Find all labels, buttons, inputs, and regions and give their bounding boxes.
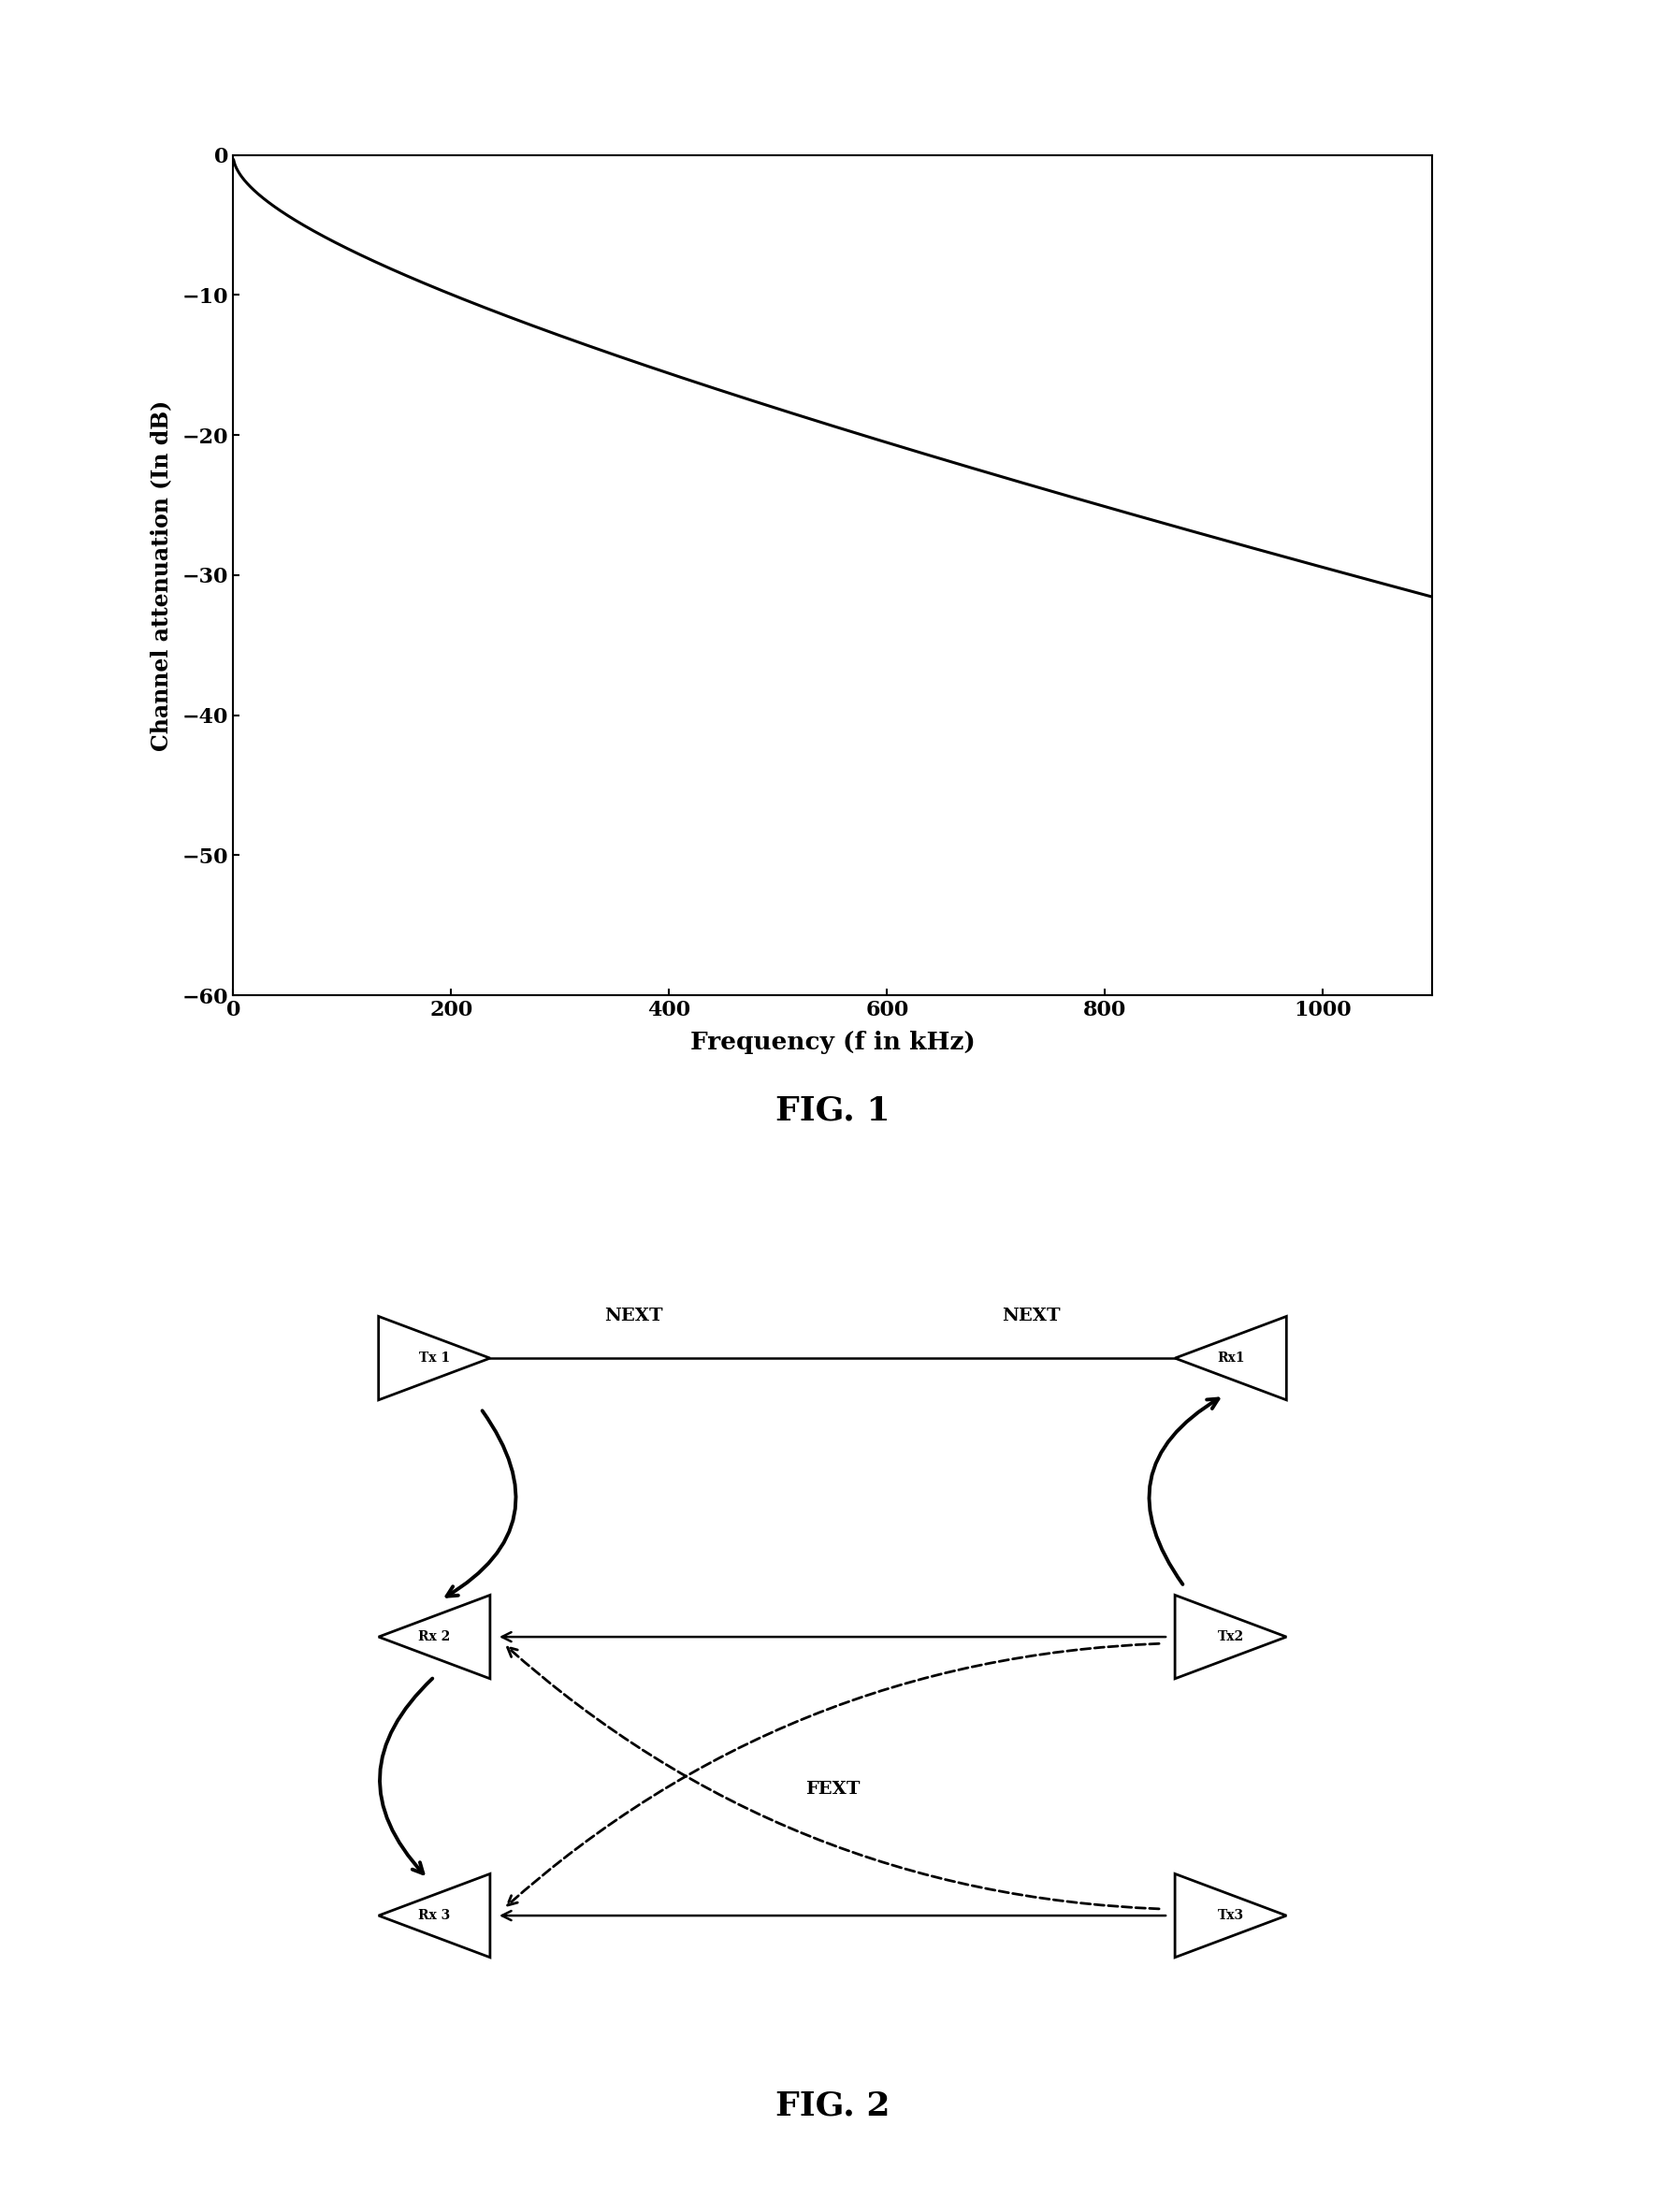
Polygon shape [378,1595,490,1679]
Text: Rx 3: Rx 3 [418,1909,450,1922]
Text: NEXT: NEXT [604,1307,663,1325]
X-axis label: Frequency (f in kHz): Frequency (f in kHz) [689,1031,976,1055]
Text: Tx 1: Tx 1 [420,1352,450,1365]
Text: Tx3: Tx3 [1217,1909,1244,1922]
Polygon shape [1175,1874,1287,1958]
Polygon shape [1175,1316,1287,1400]
Text: FEXT: FEXT [806,1781,859,1798]
Text: FIG. 2: FIG. 2 [776,2090,889,2121]
Polygon shape [378,1874,490,1958]
Polygon shape [1175,1595,1287,1679]
Text: Rx1: Rx1 [1217,1352,1244,1365]
Text: Tx2: Tx2 [1217,1630,1244,1644]
Text: NEXT: NEXT [1002,1307,1061,1325]
Polygon shape [378,1316,490,1400]
Text: Rx 2: Rx 2 [418,1630,450,1644]
Text: FIG. 1: FIG. 1 [776,1095,889,1126]
Y-axis label: Channel attenuation (In dB): Channel attenuation (In dB) [150,400,171,750]
